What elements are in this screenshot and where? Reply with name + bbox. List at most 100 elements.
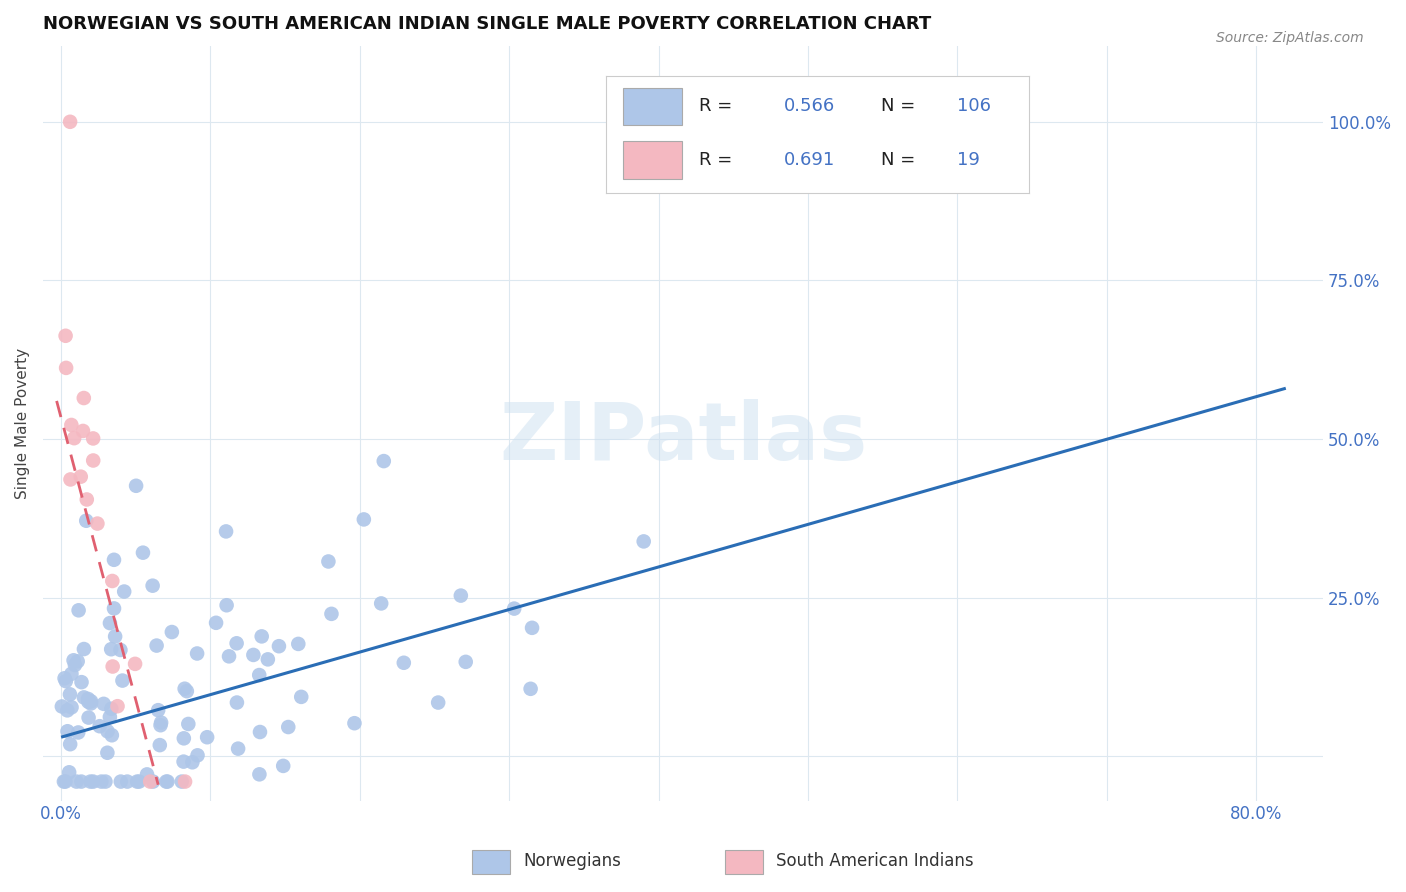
Point [75, 514, 97, 528]
Point [250, 629, 273, 643]
Text: South American Indians: South American Indians [776, 852, 974, 870]
Point [70, 675, 93, 690]
Point [117, 774, 139, 789]
Point [77, 695, 100, 709]
Point [89, 719, 111, 733]
Point [52, 774, 75, 789]
Point [149, 738, 172, 752]
Point [160, 625, 183, 640]
Point [69, 469, 91, 483]
Point [90, 774, 112, 789]
Point [98, 616, 121, 631]
Point [101, 659, 124, 673]
Point [59, 115, 82, 129]
Point [177, 717, 200, 731]
Point [80, 694, 103, 708]
Point [103, 553, 125, 567]
Point [520, 621, 543, 635]
Point [111, 673, 134, 688]
Point [343, 716, 366, 731]
Point [318, 554, 340, 568]
Point [60, 700, 83, 714]
Text: ZIPatlas: ZIPatlas [499, 400, 868, 477]
Point [321, 607, 343, 621]
Point [242, 648, 264, 662]
Point [55, 674, 77, 689]
Point [107, 699, 129, 714]
Point [215, 524, 238, 539]
Point [633, 534, 655, 549]
Point [98, 710, 121, 724]
Point [112, 584, 135, 599]
Point [373, 454, 395, 468]
Point [450, 589, 472, 603]
Point [67, 603, 90, 617]
Point [353, 512, 375, 526]
Point [249, 767, 271, 781]
Point [290, 690, 312, 704]
Point [218, 649, 240, 664]
Point [146, 703, 169, 717]
Point [519, 681, 541, 696]
Point [142, 579, 165, 593]
Point [82, 432, 104, 446]
Point [97, 724, 120, 739]
Point [370, 596, 392, 610]
Point [142, 774, 165, 789]
Point [96, 746, 118, 760]
Point [72, 424, 94, 438]
Point [94, 774, 117, 789]
Point [226, 741, 249, 756]
Point [136, 767, 159, 781]
Point [73, 391, 96, 405]
Text: NORWEGIAN VS SOUTH AMERICAN INDIAN SINGLE MALE POVERTY CORRELATION CHART: NORWEGIAN VS SOUTH AMERICAN INDIAN SINGL… [44, 15, 931, 33]
Point [174, 774, 197, 789]
Point [73, 642, 96, 657]
Text: Source: ZipAtlas.com: Source: ZipAtlas.com [1216, 31, 1364, 45]
Text: Norwegians: Norwegians [523, 852, 621, 870]
Point [56, 703, 79, 717]
Point [53, 671, 76, 685]
Point [150, 715, 173, 730]
Point [186, 748, 208, 763]
Bar [472, 849, 510, 874]
Point [82, 453, 104, 467]
Point [79, 774, 101, 789]
Point [63, 658, 86, 673]
Point [247, 668, 270, 682]
Point [100, 642, 122, 657]
Point [215, 599, 238, 613]
Point [205, 615, 228, 630]
Point [101, 574, 124, 588]
Point [173, 731, 195, 746]
Point [139, 774, 162, 789]
Point [267, 639, 290, 653]
Point [59, 687, 82, 701]
Point [60, 666, 83, 681]
Point [287, 637, 309, 651]
Point [156, 774, 179, 789]
Point [173, 755, 195, 769]
Point [277, 720, 299, 734]
Point [86, 516, 108, 531]
Point [155, 774, 177, 789]
Point [55, 774, 77, 789]
Point [80, 697, 103, 711]
Point [59, 737, 82, 751]
Bar [725, 849, 763, 874]
Point [51, 699, 73, 714]
Point [186, 647, 208, 661]
Point [503, 601, 526, 615]
Point [55, 328, 77, 343]
Point [124, 657, 146, 671]
Point [77, 692, 100, 706]
Point [62, 653, 84, 667]
Point [66, 654, 89, 668]
Point [56, 724, 79, 739]
Point [173, 681, 195, 696]
Point [55, 360, 77, 375]
Point [60, 417, 83, 432]
Point [77, 710, 100, 724]
Point [73, 690, 96, 705]
Point [93, 697, 115, 711]
